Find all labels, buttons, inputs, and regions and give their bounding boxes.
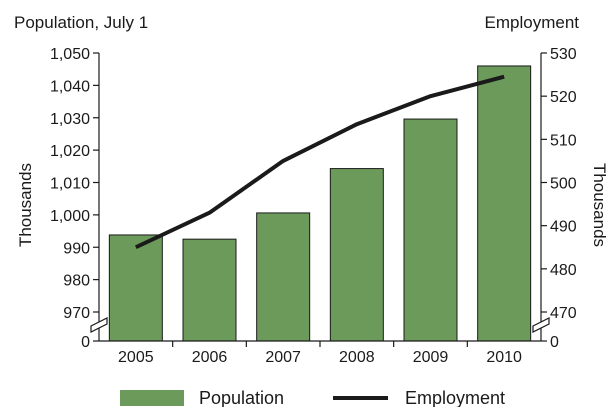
legend-label-employment: Employment xyxy=(405,388,505,407)
right-tick-label: 520 xyxy=(550,89,577,106)
legend-label-population: Population xyxy=(199,388,284,407)
x-tick-label: 2005 xyxy=(118,349,154,366)
left-tick-label: 0 xyxy=(81,334,90,351)
x-tick-label: 2009 xyxy=(413,349,449,366)
left-tick-label: 1,020 xyxy=(50,143,90,160)
employment-line xyxy=(134,74,505,250)
bar-2006 xyxy=(182,238,237,342)
bar-2007 xyxy=(256,212,311,342)
right-tick-label: 510 xyxy=(550,132,577,149)
left-axis-break xyxy=(90,317,108,333)
left-tick-label: 1,050 xyxy=(50,46,90,63)
legend-swatch-population xyxy=(120,390,184,406)
x-tick-label: 2007 xyxy=(265,349,301,366)
left-tick-label: 1,010 xyxy=(50,176,90,193)
right-axis-break xyxy=(532,317,550,333)
x-axis: 2005 2006 2007 2008 2009 2010 xyxy=(99,340,541,366)
right-axis-label: Thousands xyxy=(590,163,609,247)
left-tick-label: 980 xyxy=(63,273,90,290)
left-axis: 970 980 990 1,000 1,010 1,020 1,030 1,040 1,050 0 xyxy=(50,46,108,351)
right-tick-label: 480 xyxy=(550,262,577,279)
bar-2008 xyxy=(329,168,384,342)
left-axis-label: Thousands xyxy=(16,163,35,247)
right-tick-label: 500 xyxy=(550,176,577,193)
bar-2010 xyxy=(477,65,532,342)
left-tick-label: 970 xyxy=(63,305,90,322)
left-tick-label: 1,000 xyxy=(50,208,90,225)
right-tick-label: 0 xyxy=(550,334,559,351)
x-tick-label: 2010 xyxy=(486,349,522,366)
population-bars xyxy=(108,65,532,342)
right-tick-label: 470 xyxy=(550,305,577,322)
bar-2005 xyxy=(108,234,163,342)
right-tick-label: 530 xyxy=(550,46,577,63)
left-tick-label: 1,040 xyxy=(50,78,90,95)
employment-line-group xyxy=(134,74,505,250)
bar-2009 xyxy=(403,118,458,342)
legend: Population Employment xyxy=(120,388,505,407)
x-tick-label: 2008 xyxy=(339,349,375,366)
left-tick-label: 1,030 xyxy=(50,111,90,128)
right-tick-label: 490 xyxy=(550,219,577,236)
right-axis: 470 480 490 500 510 520 530 0 xyxy=(532,46,577,351)
right-axis-title: Employment xyxy=(485,13,580,32)
x-tick-label: 2006 xyxy=(192,349,228,366)
left-tick-label: 990 xyxy=(63,240,90,257)
left-axis-title: Population, July 1 xyxy=(14,13,148,32)
